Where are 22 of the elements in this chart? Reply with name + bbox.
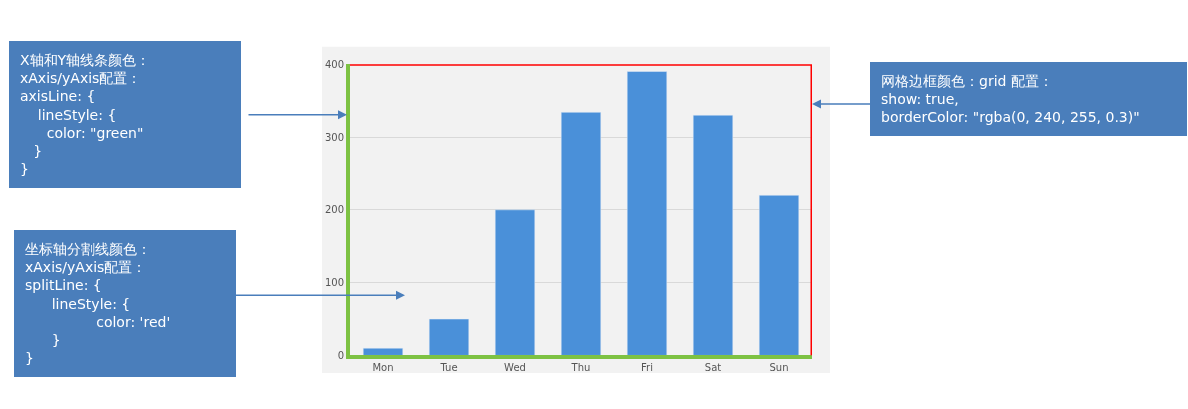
bar [626,71,668,356]
text: X轴和Y轴线条颜色： xAxis/yAxis配置： axisLine: { lineStyle: { color: "green" } } [20,52,151,178]
bar [692,114,734,356]
bar [428,318,470,356]
x-tick-label: Sat [704,362,722,374]
y-tick-label: 300 [324,131,344,143]
bar [494,209,536,356]
y-tick-label: 100 [324,277,344,289]
x-tick-label: Tue [439,362,458,374]
x-tick-label: Fri [641,362,653,374]
y-tick-label: 400 [324,58,344,70]
text: 网格边框颜色：grid 配置： show: true, borderColor: "rgba(0, 240, 255, 0.3)" [881,73,1140,126]
x-tick-label: Thu [570,362,591,374]
text: 坐标轴分割线颜色： xAxis/yAxis配置： splitLine: { lineStyle: { color: 'red' } } [25,241,171,367]
y-tick-label: 0 [337,349,344,361]
y-tick-label: 200 [324,204,344,216]
bar [560,112,602,356]
bar [362,347,404,356]
x-tick-label: Mon [372,362,394,374]
x-tick-label: Wed [504,362,526,374]
bar [758,195,800,356]
x-tick-label: Sun [769,362,789,374]
